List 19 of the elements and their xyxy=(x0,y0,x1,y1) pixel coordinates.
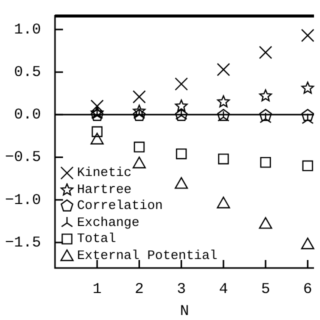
y-tick-label: −0.5 xyxy=(4,149,41,166)
x-axis-title: N xyxy=(180,302,190,320)
y-tick-label: −1.5 xyxy=(4,234,41,252)
x-tick-label: 1 xyxy=(92,280,102,298)
y-tick-label: 0.0 xyxy=(14,106,41,124)
y-tick-label: −1.0 xyxy=(4,192,41,209)
y-tick-label: 0.5 xyxy=(14,64,41,82)
x-tick-label: 3 xyxy=(176,280,186,298)
legend-label: Hartree xyxy=(77,182,132,198)
x-tick-label: 5 xyxy=(261,280,270,298)
legend-label: Correlation xyxy=(77,198,163,214)
legend-label: Exchange xyxy=(77,214,140,231)
x-tick-label: 6 xyxy=(303,280,312,298)
y-tick-label: 1.0 xyxy=(14,21,41,38)
x-tick-label: 4 xyxy=(218,280,228,298)
legend-label: Total xyxy=(77,231,116,248)
legend-label: External Potential xyxy=(77,248,218,264)
legend-label: Kinetic xyxy=(77,165,132,182)
x-tick-label: 2 xyxy=(134,280,144,298)
